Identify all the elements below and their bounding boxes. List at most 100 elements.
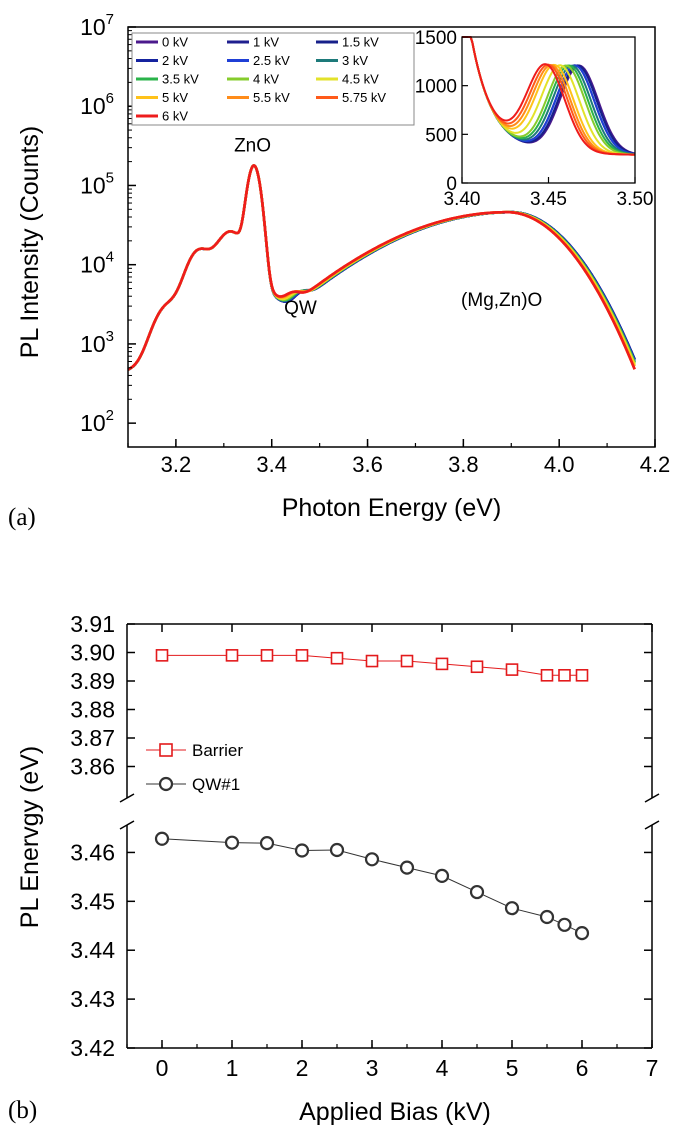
legend-label: 2 kV <box>162 53 188 68</box>
qw-point <box>434 868 450 884</box>
y-tick-label: 3.91 <box>70 611 115 637</box>
y-axis-title: PL Intensity (Counts) <box>16 126 44 359</box>
inset-spectrum-line <box>462 36 636 156</box>
x-tick-label: 3.2 <box>161 452 192 477</box>
y-tick-label: 103 <box>80 328 114 357</box>
panel-label-b: (b) <box>8 1097 37 1124</box>
qw-point <box>557 917 572 932</box>
x-tick-label: 0 <box>156 1055 169 1081</box>
panel-a-legend: 0 kV 1 kV 1.5 kV 2 kV 2.5 kV 3 kV 3.5 kV 4 kV 4.… <box>131 32 415 126</box>
y-tick-label: 3.44 <box>70 937 115 963</box>
barrier-point <box>260 649 274 662</box>
x-tick-label: 2 <box>296 1055 309 1081</box>
y-tick-label: 105 <box>80 169 114 198</box>
y-tick-label: 106 <box>80 90 114 119</box>
legend-label: Barrier <box>192 741 243 760</box>
legend-marker <box>159 743 173 757</box>
y-tick-label: 104 <box>80 249 114 278</box>
qw-point <box>154 831 170 846</box>
panel-a: 3.2 3.4 3.6 3.8 4.0 4.2 102 103 104 105 106 107 ZnO… <box>8 11 670 531</box>
x-tick-label: 6 <box>576 1055 589 1081</box>
x-tick-label: 4 <box>436 1055 449 1081</box>
qw-point <box>329 842 345 858</box>
y-tick-label: 3.88 <box>70 697 115 723</box>
y-tick-label: 102 <box>80 407 114 436</box>
legend-label: 4 kV <box>253 72 279 87</box>
qw-point <box>504 901 520 916</box>
spectra-curves <box>127 164 636 371</box>
legend-marker <box>158 776 174 792</box>
x-tick-label: 1 <box>226 1055 239 1081</box>
panel-b: 0 1 2 3 4 5 6 7 3.86 3.873.88 3.893.90 3.91 3.42 3.43… <box>8 611 660 1126</box>
legend-label: 0 kV <box>162 35 188 50</box>
x-tick-label: 3.4 <box>256 452 287 477</box>
inset-chart: 3.40 3.45 3.50 0 500 1000 1500 <box>415 28 654 210</box>
legend-label: 2.5 kV <box>253 53 290 68</box>
barrier-point <box>558 668 571 682</box>
barrier-point <box>295 649 309 662</box>
panel-label-a: (a) <box>8 504 36 531</box>
barrier-point <box>435 657 449 671</box>
y-tick-label: 107 <box>80 11 114 40</box>
legend-label: 5.5 kV <box>253 90 290 105</box>
inset-x-tick-label: 3.45 <box>530 189 567 210</box>
y-tick-label: 3.46 <box>70 839 115 865</box>
panel-a-ticks: 3.2 3.4 3.6 3.8 4.0 4.2 102 103 104 105 106 107 <box>80 11 670 477</box>
barrier-point <box>505 663 519 676</box>
x-tick-label: 4.2 <box>640 452 671 477</box>
axis-break-mark <box>644 820 660 830</box>
y-tick-label: 3.89 <box>70 668 115 694</box>
qw-point <box>224 835 240 850</box>
axis-break-mark <box>119 793 135 803</box>
qw-point <box>469 884 485 900</box>
inset-y-tick-label: 0 <box>446 174 457 195</box>
qw-point <box>294 843 310 858</box>
barrier-point <box>400 654 414 668</box>
inset-x-tick-label: 3.40 <box>444 189 481 210</box>
barrier-point <box>155 649 169 662</box>
y-tick-label: 3.43 <box>70 986 115 1012</box>
x-axis-title: Photon Energy (eV) <box>282 494 502 522</box>
annotation-mgzno: (Mg,Zn)O <box>461 290 542 311</box>
y-tick-label: 3.42 <box>70 1035 115 1061</box>
x-tick-label: 3.8 <box>448 452 479 477</box>
x-tick-label: 3.6 <box>352 452 383 477</box>
x-tick-label: 3 <box>366 1055 379 1081</box>
qw-point <box>574 926 590 941</box>
legend-label: 1 kV <box>253 35 279 50</box>
legend-label: 3.5 kV <box>162 72 199 87</box>
barrier-point <box>540 668 554 682</box>
legend-label: 1.5 kV <box>342 35 379 50</box>
x-axis-title: Applied Bias (kV) <box>299 1098 491 1126</box>
axis-break-mark <box>119 820 135 830</box>
legend-label: 5 kV <box>162 90 188 105</box>
y-axis-title: PL Enervgy (eV) <box>16 746 44 928</box>
inset-y-tick-label: 1000 <box>415 77 457 98</box>
barrier-point <box>225 649 239 662</box>
legend-box <box>131 32 415 126</box>
qw-point <box>539 909 555 925</box>
annotation-qw: QW <box>284 298 317 319</box>
panel-b-legend: Barrier QW#1 <box>146 741 243 794</box>
barrier-point <box>575 668 589 682</box>
x-tick-label: 7 <box>646 1055 659 1081</box>
panel-a-plot-frame <box>127 26 656 448</box>
barrier-point <box>330 651 344 665</box>
y-tick-label: 3.87 <box>70 725 115 751</box>
inset-y-tick-label: 1500 <box>415 28 457 49</box>
inset-x-tick-label: 3.50 <box>617 189 654 210</box>
qw-point <box>364 852 380 867</box>
legend-label: 4.5 kV <box>342 72 379 87</box>
barrier-point <box>365 654 379 668</box>
annotation-zno: ZnO <box>234 135 271 156</box>
x-tick-label: 5 <box>506 1055 519 1081</box>
panel-b-markers <box>154 649 590 941</box>
legend-label: 5.75 kV <box>342 90 386 105</box>
x-tick-label: 4.0 <box>544 452 575 477</box>
y-tick-label: 3.45 <box>70 888 115 914</box>
inset-y-tick-label: 500 <box>425 125 457 146</box>
legend-label: QW#1 <box>192 775 240 794</box>
legend-label: 6 kV <box>162 109 188 124</box>
panel-b-plot-frame <box>119 623 660 1049</box>
